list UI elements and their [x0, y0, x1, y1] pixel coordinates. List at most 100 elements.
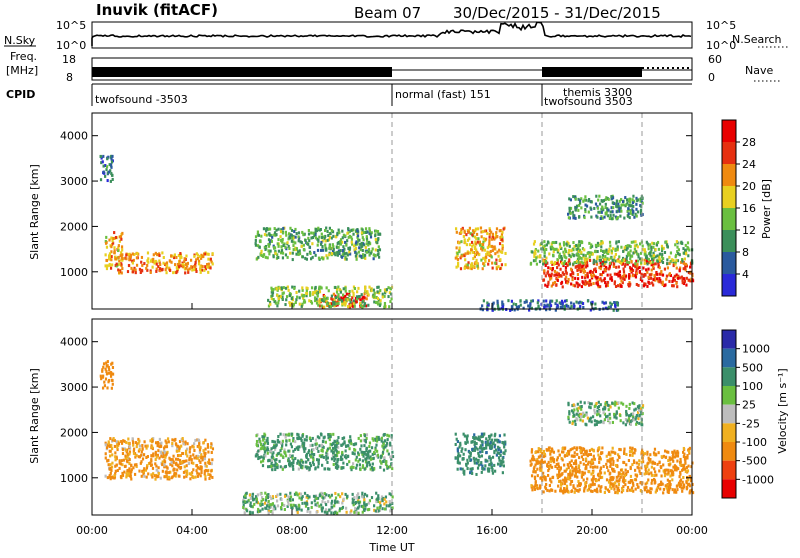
range-gate-cell — [563, 464, 565, 467]
range-gate-cell — [334, 499, 336, 502]
cpid-segment-1: twofsound -3503 — [95, 93, 188, 106]
range-gate-cell — [252, 498, 254, 501]
range-gate-cell — [303, 244, 305, 247]
range-gate-cell — [616, 260, 618, 263]
range-gate-cell — [574, 261, 576, 264]
range-gate-cell — [266, 449, 268, 452]
range-gate-cell — [592, 253, 594, 256]
range-gate-cell — [295, 506, 297, 509]
range-gate-cell — [384, 446, 386, 449]
range-gate-cell — [353, 443, 355, 446]
range-gate-cell — [122, 439, 124, 442]
range-gate-cell — [485, 256, 487, 259]
range-gate-cell — [343, 436, 345, 439]
range-gate-cell — [627, 486, 629, 489]
range-gate-cell — [171, 476, 173, 479]
range-gate-cell — [114, 451, 116, 454]
range-gate-cell — [104, 175, 106, 178]
range-gate-cell — [629, 198, 631, 201]
range-gate-cell — [642, 244, 644, 247]
range-gate-cell — [242, 501, 244, 504]
range-gate-cell — [345, 302, 347, 305]
range-gate-cell — [557, 456, 559, 459]
range-gate-cell — [531, 488, 533, 491]
range-gate-cell — [132, 441, 134, 444]
range-gate-cell — [111, 387, 113, 390]
range-gate-cell — [475, 447, 477, 450]
range-gate-cell — [289, 294, 291, 297]
range-gate-cell — [350, 229, 352, 232]
range-gate-cell — [554, 302, 556, 305]
range-gate-cell — [464, 448, 466, 451]
range-gate-cell — [308, 246, 310, 249]
range-gate-cell — [110, 363, 112, 366]
range-gate-cell — [647, 478, 649, 481]
range-gate-cell — [310, 439, 312, 442]
range-gate-cell — [189, 450, 191, 453]
noise-left-tick-top: 10^5 — [56, 19, 86, 32]
range-gate-cell — [105, 242, 107, 245]
range-gate-cell — [128, 467, 130, 470]
range-gate-cell — [562, 285, 564, 288]
range-gate-cell — [470, 264, 472, 267]
range-gate-cell — [260, 250, 262, 253]
range-gate-cell — [379, 233, 381, 236]
range-gate-cell — [385, 460, 387, 463]
range-gate-cell — [128, 442, 130, 445]
range-gate-cell — [476, 265, 478, 268]
range-gate-cell — [151, 476, 153, 479]
range-gate-cell — [337, 286, 339, 289]
range-gate-cell — [564, 447, 566, 450]
range-gate-cell — [200, 471, 202, 474]
range-gate-cell — [114, 455, 116, 458]
range-gate-cell — [102, 155, 104, 158]
range-gate-cell — [204, 454, 206, 457]
range-gate-cell — [581, 476, 583, 479]
range-gate-cell — [658, 258, 660, 261]
range-gate-cell — [364, 493, 366, 496]
range-gate-cell — [318, 301, 320, 304]
range-gate-cell — [634, 248, 636, 251]
range-gate-cell — [384, 439, 386, 442]
range-gate-cell — [651, 258, 653, 261]
range-gate-cell — [338, 246, 340, 249]
range-gate-cell — [291, 462, 293, 465]
power-heatmap — [100, 155, 695, 312]
range-gate-cell — [161, 463, 163, 466]
range-gate-cell — [551, 489, 553, 492]
range-gate-cell — [603, 199, 605, 202]
range-gate-cell — [168, 440, 170, 443]
range-gate-cell — [632, 274, 634, 277]
range-gate-cell — [185, 263, 187, 266]
range-gate-cell — [569, 263, 571, 266]
range-gate-cell — [270, 465, 272, 468]
range-gate-cell — [629, 481, 631, 484]
range-gate-cell — [340, 243, 342, 246]
range-gate-cell — [676, 240, 678, 243]
range-gate-cell — [538, 447, 540, 450]
range-gate-cell — [455, 443, 457, 446]
range-gate-cell — [186, 442, 188, 445]
range-gate-cell — [488, 463, 490, 466]
range-gate-cell — [259, 246, 261, 249]
range-gate-cell — [269, 303, 271, 306]
range-gate-cell — [357, 512, 359, 515]
range-gate-cell — [655, 262, 657, 265]
range-gate-cell — [204, 448, 206, 451]
range-gate-cell — [277, 245, 279, 248]
range-gate-cell — [487, 467, 489, 470]
range-gate-cell — [132, 262, 134, 265]
range-gate-cell — [121, 232, 123, 235]
range-gate-cell — [597, 283, 599, 286]
range-gate-cell — [261, 508, 263, 511]
range-gate-cell — [136, 252, 138, 255]
range-gate-cell — [531, 448, 533, 451]
range-gate-cell — [618, 265, 620, 268]
range-gate-cell — [283, 450, 285, 453]
range-gate-cell — [584, 204, 586, 207]
range-gate-cell — [333, 252, 335, 255]
range-gate-cell — [130, 254, 132, 257]
range-gate-cell — [381, 437, 383, 440]
range-gate-cell — [103, 381, 105, 384]
range-gate-cell — [538, 461, 540, 464]
